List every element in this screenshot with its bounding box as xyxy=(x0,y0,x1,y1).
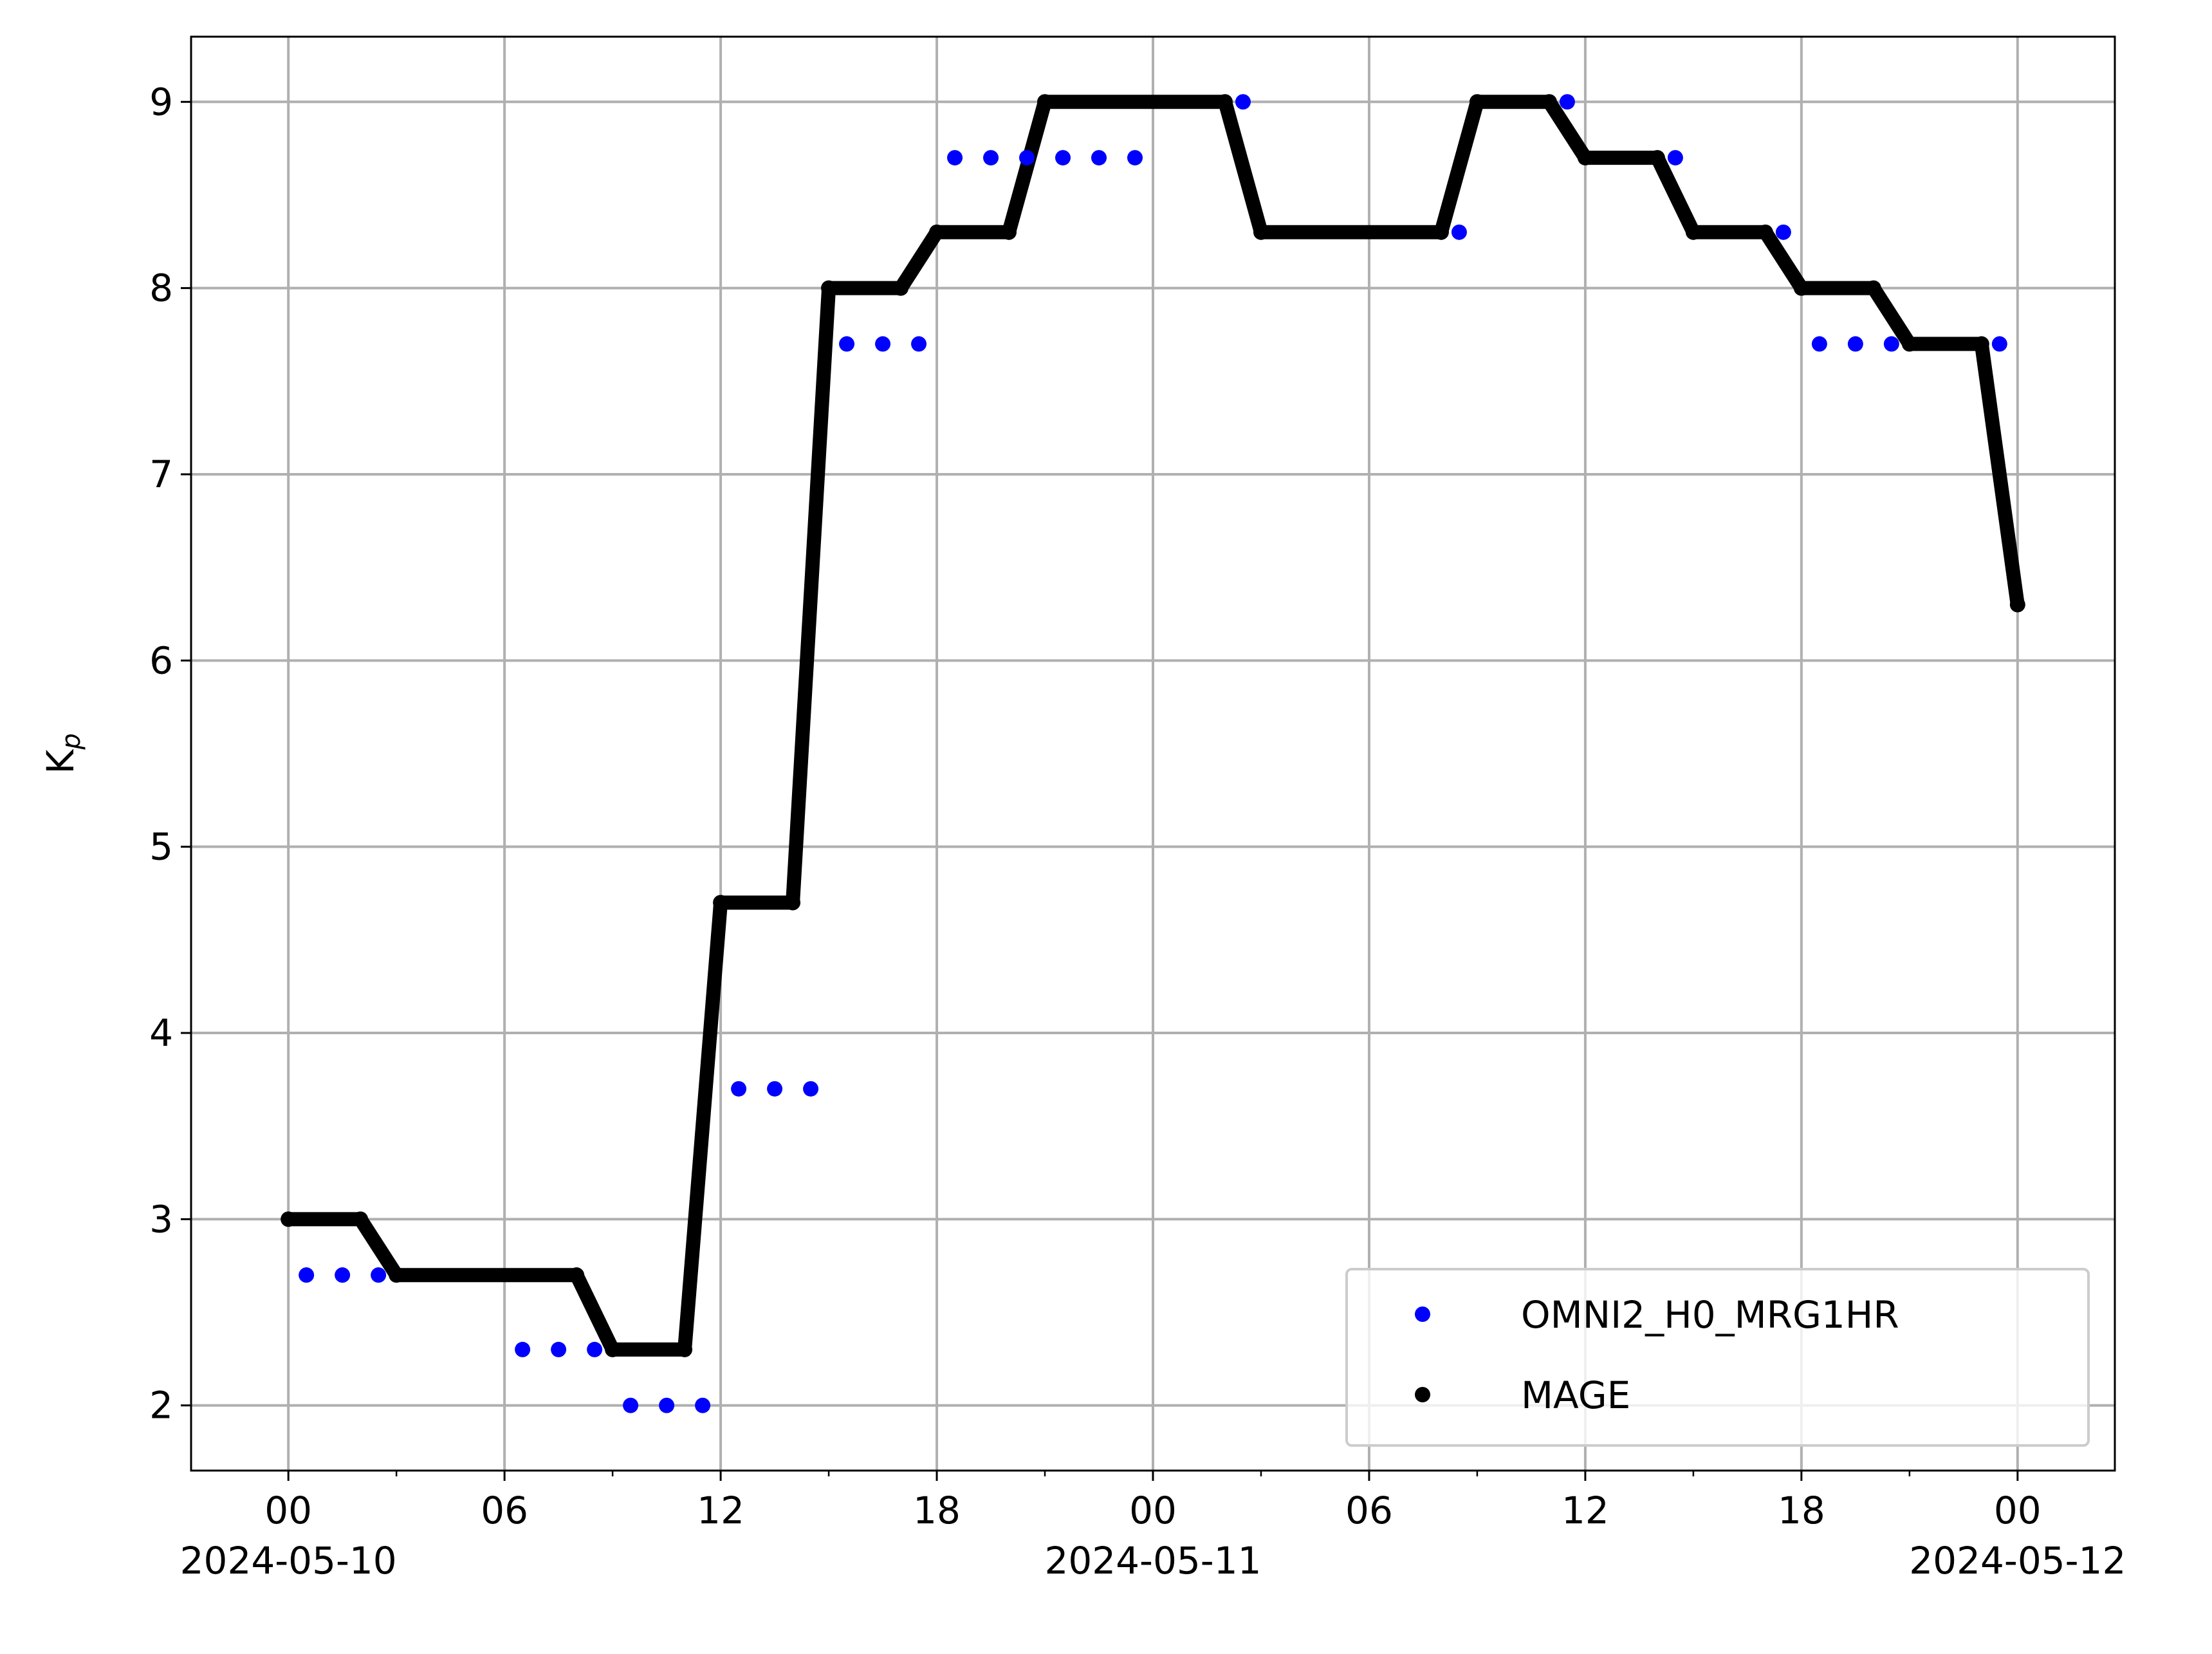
x-tick-label-hour: 12 xyxy=(1562,1489,1609,1532)
x-tick-label-date: 2024-05-10 xyxy=(180,1539,397,1583)
x-tick-label-date: 2024-05-11 xyxy=(1044,1539,1261,1583)
omni2-data-point xyxy=(1451,224,1467,240)
omni2-data-point xyxy=(1235,94,1251,110)
omni2-data-point xyxy=(551,1341,567,1357)
y-tick-label: 2 xyxy=(149,1384,173,1427)
omni2-data-point xyxy=(1055,150,1071,166)
x-tick-label-hour: 06 xyxy=(1345,1489,1393,1532)
y-axis-title: Kp xyxy=(39,733,86,774)
x-tick-label-hour: 00 xyxy=(1994,1489,2041,1532)
mage-data-point xyxy=(1433,224,1449,240)
legend-label-omni2: OMNI2_H0_MRG1HR xyxy=(1521,1293,1899,1337)
omni2-data-point xyxy=(875,336,891,352)
mage-data-point xyxy=(785,895,801,911)
mage-data-point xyxy=(281,1211,297,1227)
mage-data-point xyxy=(1037,94,1053,110)
mage-data-point xyxy=(1757,224,1773,240)
omni2-data-point xyxy=(587,1341,603,1357)
mage-data-point xyxy=(1469,94,1485,110)
omni2-data-point xyxy=(839,336,855,352)
mage-data-point xyxy=(1217,94,1233,110)
mage-data-point xyxy=(1865,280,1881,296)
omni2-data-point xyxy=(299,1267,315,1283)
omni2-data-point xyxy=(1559,94,1575,110)
mage-data-point xyxy=(1253,224,1269,240)
x-tick-label-hour: 12 xyxy=(697,1489,744,1532)
x-tick-label-hour: 00 xyxy=(264,1489,312,1532)
mage-data-point xyxy=(677,1341,693,1357)
mage-data-point xyxy=(893,280,909,296)
omni2-data-point xyxy=(1811,336,1827,352)
mage-data-point xyxy=(1793,280,1809,296)
mage-data-point xyxy=(1001,224,1017,240)
x-tick-label-hour: 06 xyxy=(481,1489,528,1532)
omni2-data-point xyxy=(695,1397,711,1413)
mage-data-point xyxy=(1685,224,1701,240)
omni2-data-point xyxy=(731,1081,747,1097)
mage-data-point xyxy=(1577,150,1593,166)
omni2-data-point xyxy=(335,1267,351,1283)
y-tick-label: 8 xyxy=(149,266,173,310)
chart-legend: OMNI2_H0_MRG1HR MAGE xyxy=(1345,1268,2090,1447)
omni2-data-point xyxy=(1127,150,1143,166)
omni2-data-point xyxy=(911,336,927,352)
x-tick-label-hour: 00 xyxy=(1129,1489,1177,1532)
plot-area xyxy=(281,94,2025,1413)
mage-data-point xyxy=(1901,336,1917,352)
x-tick-label-hour: 18 xyxy=(1778,1489,1825,1532)
omni2-data-point xyxy=(1775,224,1791,240)
y-tick-label: 3 xyxy=(149,1197,173,1241)
omni2-data-point xyxy=(1019,150,1035,166)
legend-marker-mage xyxy=(1415,1387,1430,1402)
mage-data-point xyxy=(929,224,945,240)
omni2-data-point xyxy=(983,150,999,166)
mage-data-point xyxy=(389,1267,405,1283)
grid-lines xyxy=(191,37,2115,1471)
omni2-data-point xyxy=(515,1341,531,1357)
omni2-data-point xyxy=(1991,336,2007,352)
y-tick-label: 5 xyxy=(149,825,173,869)
mage-data-point xyxy=(821,280,837,296)
mage-data-point xyxy=(353,1211,369,1227)
omni2-data-point xyxy=(767,1081,783,1097)
omni2-data-point xyxy=(1847,336,1863,352)
omni2-data-point xyxy=(371,1267,387,1283)
y-tick-label: 6 xyxy=(149,638,173,682)
y-tick-label: 7 xyxy=(149,452,173,496)
omni2-data-point xyxy=(1667,150,1683,166)
mage-data-point xyxy=(1649,150,1665,166)
mage-data-point xyxy=(713,895,729,911)
mage-data-point xyxy=(1541,94,1557,110)
y-tick-label: 9 xyxy=(149,80,173,124)
omni2-data-point xyxy=(803,1081,819,1097)
y-tick-label: 4 xyxy=(149,1011,173,1055)
y-axis-title-subscript: p xyxy=(57,733,86,750)
mage-data-point xyxy=(569,1267,585,1283)
x-tick-label-hour: 18 xyxy=(913,1489,961,1532)
y-axis-title-main: K xyxy=(39,748,82,774)
legend-label-mage: MAGE xyxy=(1521,1373,1630,1417)
omni2-data-point xyxy=(1091,150,1107,166)
omni2-data-point xyxy=(947,150,963,166)
omni2-data-point xyxy=(659,1397,675,1413)
axis-ticks: 2 3 4 5 6 7 8 9 00 2024-05-10 06 12 18 00 2024-05-11 06… xyxy=(149,80,2126,1583)
mage-data-point xyxy=(605,1341,621,1357)
mage-data-point xyxy=(1973,336,1989,352)
legend-box xyxy=(1345,1268,2090,1447)
omni2-data-point xyxy=(623,1397,639,1413)
mage-data-point xyxy=(2009,597,2025,613)
omni2-data-point xyxy=(1883,336,1899,352)
x-tick-label-date: 2024-05-12 xyxy=(1909,1539,2126,1583)
legend-marker-omni2 xyxy=(1415,1306,1430,1322)
